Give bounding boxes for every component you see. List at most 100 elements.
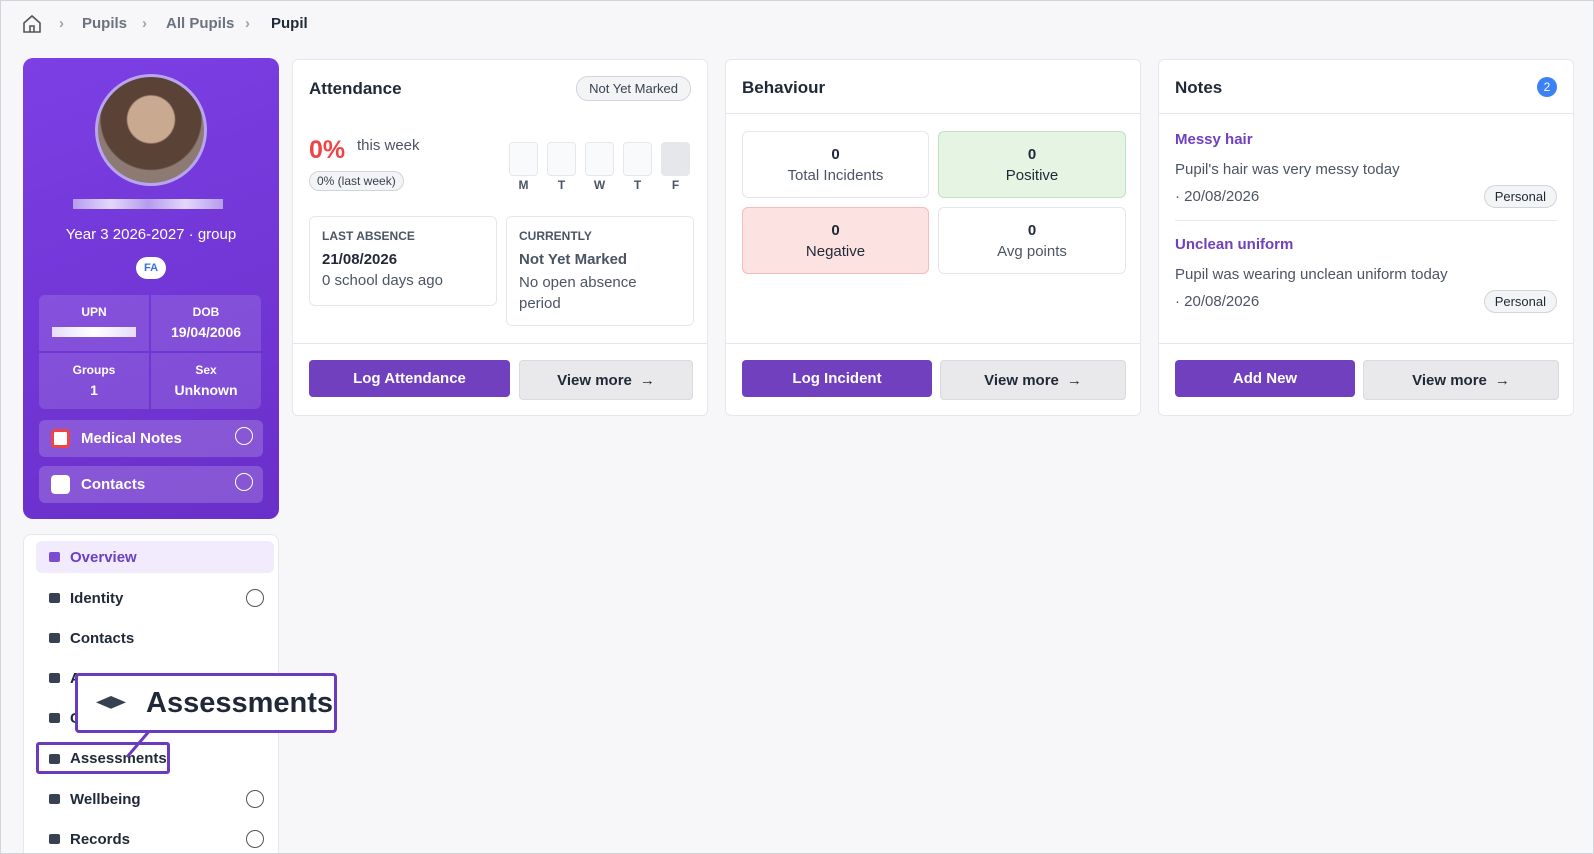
attendance-card: Attendance Not Yet Marked 0% this week 0… <box>292 59 708 416</box>
button-label: Log Incident <box>792 370 882 387</box>
last-week-pill: 0% (last week) <box>309 171 404 191</box>
primary-button[interactable]: Log Attendance <box>309 360 510 397</box>
breadcrumb-current: Pupil <box>271 15 308 32</box>
box-detail: No open absence period <box>519 274 637 312</box>
nav-label: Assessments <box>70 749 167 767</box>
field: DOB 19/04/2006 <box>151 295 261 351</box>
field-label: UPN <box>81 305 107 319</box>
note-text: Pupil was wearing unclean uniform today <box>1175 266 1448 283</box>
blurred-name <box>73 199 223 209</box>
callout-pointer <box>125 729 153 758</box>
nav-item[interactable]: Contacts <box>36 622 274 654</box>
nav-label: Overview <box>70 548 137 566</box>
status-pill: Not Yet Marked <box>576 76 691 101</box>
field: Groups 1 <box>39 353 149 409</box>
day-label: W <box>593 178 606 192</box>
field-label: Groups <box>72 363 116 377</box>
percent: 0% <box>309 136 346 164</box>
note-date: · 20/08/2026 <box>1175 293 1260 310</box>
secondary-button[interactable]: View more → <box>1363 360 1559 400</box>
accordion[interactable]: Medical Notes <box>39 420 263 457</box>
callout-label: Assessments <box>146 686 333 719</box>
chevron <box>235 473 253 491</box>
note-tag: Personal <box>1483 185 1557 208</box>
field-value: 1 <box>90 382 98 398</box>
stat-value: 0 <box>831 222 840 239</box>
day-bar <box>585 142 614 176</box>
button-label: View more <box>1412 371 1487 389</box>
stat-label: Total Incidents <box>787 167 884 184</box>
nav-item[interactable]: Wellbeing <box>36 783 274 815</box>
period: this week <box>357 137 420 154</box>
day-label: T <box>557 178 566 192</box>
field-value: 19/04/2006 <box>170 324 242 340</box>
box-value: 21/08/2026 <box>322 251 398 268</box>
notes-card: Notes 2 Messy hair Pupil's hair was very … <box>1158 59 1574 416</box>
zoom-callout: Assessments <box>75 673 337 733</box>
info-box: CURRENTLY Not Yet Marked No open absence… <box>506 216 694 326</box>
field-value: Unknown <box>174 382 238 398</box>
box-label: CURRENTLY <box>519 229 592 243</box>
breadcrumb-link[interactable]: Pupils <box>82 15 128 32</box>
sep: › <box>142 15 147 32</box>
nav-label: Records <box>70 830 131 848</box>
nav-item[interactable]: Identity <box>36 582 274 614</box>
card-title: Attendance <box>309 79 402 98</box>
info-box: LAST ABSENCE 21/08/2026 0 school days ag… <box>309 216 497 306</box>
stat-value: 0 <box>1027 146 1037 163</box>
count-badge: 2 <box>1537 77 1557 97</box>
day-label: T <box>633 178 642 192</box>
nav-item[interactable]: Records <box>36 823 274 853</box>
profile-card: Year 3 2026-2027 · group FA UPN DOB 19/04… <box>23 58 279 519</box>
stat-label: Avg points <box>997 243 1067 260</box>
blurred-upn <box>52 327 136 337</box>
box-label: LAST ABSENCE <box>322 229 415 243</box>
note-title[interactable]: Unclean uniform <box>1175 236 1294 253</box>
field-label: Sex <box>195 363 217 377</box>
primary-button[interactable]: Add New <box>1175 360 1355 397</box>
button-label: Log Attendance <box>353 370 466 387</box>
day-label: F <box>671 178 680 192</box>
home-icon[interactable] <box>21 13 43 35</box>
stat-label: Positive <box>1005 167 1059 184</box>
avatar <box>95 74 207 186</box>
stat-label: Negative <box>805 243 866 260</box>
divider <box>1175 220 1557 221</box>
field: UPN <box>39 295 149 351</box>
secondary-button[interactable]: View more → <box>940 360 1126 400</box>
sep: › <box>245 15 250 32</box>
card-title: Notes <box>1175 78 1223 97</box>
accordion[interactable]: Contacts <box>39 466 263 503</box>
nav-label: Contacts <box>70 629 135 647</box>
stat-value: 0 <box>1027 222 1037 239</box>
badge: FA <box>136 257 166 279</box>
note-text: Pupil's hair was very messy today <box>1175 161 1400 178</box>
accordion-label: Contacts <box>81 476 146 493</box>
nav-item-highlighted[interactable]: Assessments <box>36 742 170 774</box>
button-label: View more <box>557 371 632 389</box>
chevron <box>246 589 264 607</box>
nav-item[interactable]: Overview <box>36 541 274 573</box>
field-label: DOB <box>192 305 220 319</box>
nav-label: Wellbeing <box>70 790 141 808</box>
note-tag: Personal <box>1483 290 1557 313</box>
chevron <box>235 427 253 445</box>
stat: 0 Positive <box>938 131 1126 198</box>
day-bar <box>623 142 652 176</box>
secondary-button[interactable]: View more → <box>519 360 693 400</box>
stat-value: 0 <box>831 146 840 163</box>
behaviour-card: Behaviour 0 Total Incidents 0 Positive 0 Ne… <box>725 59 1141 416</box>
note-title[interactable]: Messy hair <box>1175 131 1253 148</box>
stat: 0 Total Incidents <box>742 131 929 198</box>
breadcrumb-link[interactable]: All Pupils <box>166 15 235 32</box>
card-title: Behaviour <box>742 78 826 97</box>
primary-button[interactable]: Log Incident <box>742 360 932 397</box>
nav-label: Identity <box>70 589 124 607</box>
box-value: Not Yet Marked <box>519 251 628 268</box>
day-label: M <box>518 178 529 192</box>
group-line: Year 3 2026-2027 · group <box>65 226 237 243</box>
note-date: · 20/08/2026 <box>1175 188 1260 205</box>
field: Sex Unknown <box>151 353 261 409</box>
day-bar <box>547 142 576 176</box>
